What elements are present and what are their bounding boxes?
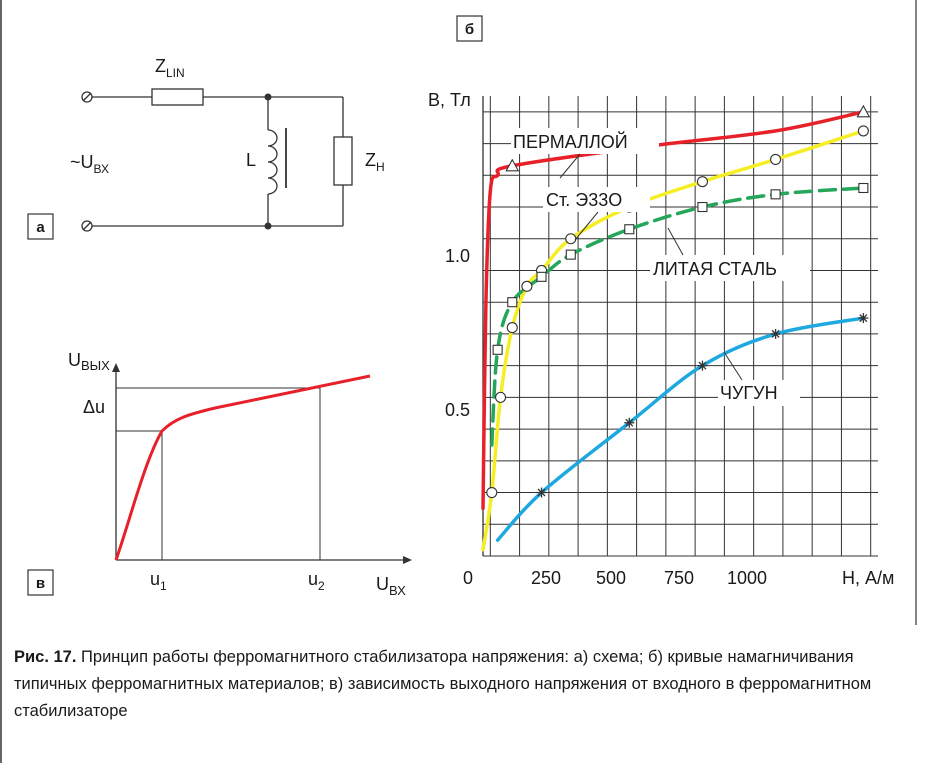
data-point-cast-steel — [770, 189, 781, 200]
data-point-steel — [565, 233, 577, 245]
caption-text: Принцип работы ферромагнитного стабилиза… — [14, 648, 872, 720]
panel-label-v: в — [36, 575, 45, 592]
panel-label-b-box — [456, 15, 483, 42]
leader-lines — [559, 153, 743, 381]
load-label: ZН — [365, 150, 385, 174]
x-tick-250: 250 — [531, 568, 561, 588]
data-point-steel — [495, 391, 507, 403]
data-point-steel — [521, 280, 533, 292]
series-permalloy-line — [481, 110, 866, 511]
figure-caption: Рис. 17. Принцип работы ферромагнитного … — [14, 644, 914, 725]
panel-label-b: б — [465, 21, 474, 38]
series-steel-line — [481, 129, 866, 552]
caption-label: Рис. 17. — [14, 648, 77, 666]
circuit-diagram — [81, 88, 353, 232]
x-axis-arrow — [403, 556, 412, 564]
magnetization-curves — [481, 110, 866, 552]
label-bg-cast-steel — [650, 255, 810, 281]
inductor-coil — [267, 129, 278, 195]
label-bg-permalloy — [511, 128, 659, 154]
output-voltage-curve — [114, 374, 371, 561]
delta-u-label: Δu — [83, 397, 105, 417]
line-impedance — [151, 88, 204, 106]
node-top — [264, 93, 272, 101]
data-point-cast-iron — [770, 328, 781, 339]
data-point-cast-steel — [492, 344, 503, 355]
data-point-steel — [486, 487, 498, 499]
data-point-steel — [506, 322, 518, 334]
stab-x-label: UВХ — [376, 574, 406, 598]
node-bottom — [264, 222, 272, 230]
x-tick-0: 0 — [463, 568, 473, 588]
data-point-permalloy — [856, 104, 871, 118]
data-point-cast-iron — [624, 417, 635, 428]
data-point-cast-steel — [536, 271, 547, 282]
data-point-cast-steel — [507, 297, 518, 308]
y-axis-arrow — [112, 363, 120, 372]
label-bg-steel — [543, 187, 650, 212]
label-bg-cast-iron — [718, 380, 800, 406]
data-point-cast-steel — [624, 224, 635, 235]
z-line-label: ZLIN — [155, 56, 185, 80]
panel-label-a: а — [36, 219, 45, 236]
input-voltage-label: ~UВХ — [70, 152, 109, 176]
panel-label-a-box — [27, 213, 54, 240]
stab-y-label: UВЫХ — [68, 350, 110, 373]
load-impedance — [333, 136, 353, 186]
y-tick-0-5: 0.5 — [445, 400, 470, 420]
data-point-permalloy — [505, 158, 520, 172]
data-point-steel — [857, 125, 869, 137]
data-point-cast-iron — [697, 360, 708, 371]
x-tick-750: 750 — [664, 568, 694, 588]
series-cast-steel-line — [490, 186, 866, 447]
x-tick-500: 500 — [596, 568, 626, 588]
data-point-steel — [770, 153, 782, 165]
data-point-cast-iron — [858, 313, 869, 324]
data-point-cast-steel — [697, 201, 708, 213]
data-point-cast-steel — [858, 182, 869, 194]
label-permalloy: ПЕРМАЛЛОЙ — [513, 131, 628, 152]
x-tick-1000: 1000 — [727, 568, 767, 588]
label-steel: Ст. Э33О — [546, 190, 622, 210]
inductor-label: L — [246, 150, 256, 170]
mag-y-label: В, Тл — [428, 90, 471, 110]
u1-label: u1 — [150, 569, 167, 593]
stabilizer-plot — [112, 363, 412, 564]
y-tick-1-0: 1.0 — [445, 246, 470, 266]
label-cast-iron: ЧУГУН — [720, 383, 778, 403]
data-point-cast-steel — [565, 249, 576, 260]
data-point-cast-iron — [536, 487, 547, 498]
mag-x-label: Н, А/м — [842, 568, 894, 588]
data-point-steel — [696, 176, 708, 188]
panel-label-v-box — [27, 569, 54, 596]
label-cast-steel: ЛИТАЯ СТАЛЬ — [653, 259, 777, 279]
u2-label: u2 — [308, 569, 325, 593]
